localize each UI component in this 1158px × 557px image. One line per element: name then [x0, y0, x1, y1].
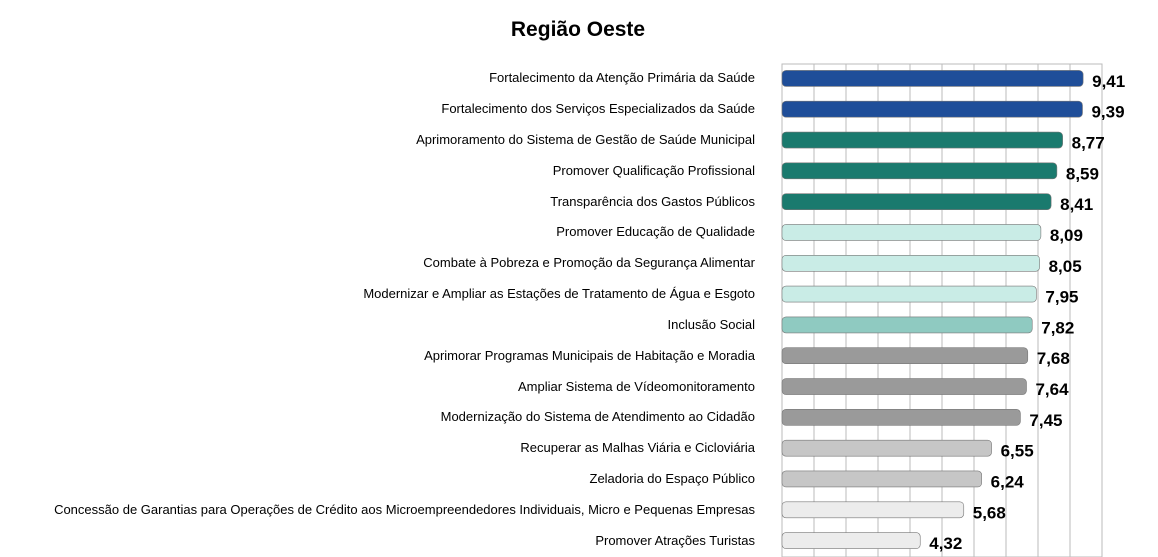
bar: [781, 532, 921, 549]
bar: [781, 470, 982, 488]
category-text: Promover Educação de Qualidade: [556, 224, 755, 240]
category-label: Ampliar Sistema de Vídeomonitoramento: [518, 378, 755, 396]
category-label: Modernizar e Ampliar as Estações de Trat…: [363, 285, 755, 303]
bar: [781, 100, 1083, 118]
value-label: 6,55: [1001, 442, 1034, 461]
bar: [781, 378, 1027, 395]
value-label: 7,95: [1045, 288, 1078, 307]
bar: [781, 162, 1058, 180]
value-label: 8,05: [1049, 257, 1082, 276]
value-label: 4,32: [929, 534, 962, 553]
bar: [781, 347, 1029, 365]
category-text: Aprimorar Programas Municipais de Habita…: [424, 347, 755, 363]
category-text: Recuperar as Malhas Viária e Cicloviária: [520, 440, 755, 456]
category-text: Aprimoramento do Sistema de Gestão de Sa…: [416, 132, 755, 148]
chart-title: Região Oeste: [511, 18, 645, 41]
value-label: 7,68: [1037, 349, 1070, 368]
category-label: Promover Qualificação Profissional: [553, 162, 755, 180]
category-text: Transparência dos Gastos Públicos: [550, 193, 755, 209]
value-label: 7,64: [1035, 380, 1069, 399]
bar: [781, 409, 1021, 426]
category-text: Promover Qualificação Profissional: [552, 162, 755, 178]
value-label: 9,39: [1091, 103, 1124, 122]
value-label: 8,09: [1050, 226, 1083, 245]
category-label: Recuperar as Malhas Viária e Cicloviária: [520, 439, 755, 457]
category-label: Fortalecimento da Atenção Primária da Sa…: [489, 69, 755, 87]
bar: [781, 439, 992, 457]
value-label: 8,77: [1072, 134, 1105, 153]
category-label: Fortalecimento dos Serviços Especializad…: [441, 100, 755, 118]
bar: [781, 193, 1052, 210]
category-label: Combate à Pobreza e Promoção da Seguranç…: [423, 254, 755, 272]
category-text: Ampliar Sistema de Vídeomonitoramento: [517, 378, 755, 394]
value-label: 7,45: [1029, 411, 1062, 430]
value-label: 9,41: [1092, 72, 1125, 91]
value-label: 8,41: [1060, 195, 1093, 214]
category-text: Modernizar e Ampliar as Estações de Trat…: [363, 286, 755, 302]
bar: [781, 501, 965, 519]
value-label: 7,82: [1041, 318, 1074, 337]
value-label: 8,59: [1066, 164, 1099, 183]
category-label: Concessão de Garantias para Operações de…: [54, 501, 755, 519]
category-label: Aprimoramento do Sistema de Gestão de Sa…: [416, 131, 755, 149]
category-text: Modernização do Sistema de Atendimento a…: [440, 409, 755, 425]
category-label: Promover Atrações Turistas: [595, 532, 755, 550]
bar: [781, 285, 1037, 303]
category-text: Fortalecimento dos Serviços Especializad…: [441, 101, 755, 117]
bar: [781, 70, 1084, 87]
category-label: Transparência dos Gastos Públicos: [550, 193, 755, 211]
category-text: Promover Atrações Turistas: [595, 532, 755, 548]
category-label: Aprimorar Programas Municipais de Habita…: [424, 347, 755, 365]
value-label: 6,24: [991, 472, 1025, 491]
category-label: Zeladoria do Espaço Público: [590, 470, 756, 488]
category-text: Combate à Pobreza e Promoção da Seguranç…: [423, 255, 755, 271]
bar: [781, 254, 1040, 272]
category-text: Fortalecimento da Atenção Primária da Sa…: [489, 70, 755, 86]
category-label: Modernização do Sistema de Atendimento a…: [441, 408, 755, 426]
bar: [781, 224, 1042, 241]
value-label: 5,68: [973, 503, 1006, 522]
bar: [781, 316, 1033, 334]
bar: [781, 131, 1063, 149]
category-text: Zeladoria do Espaço Público: [589, 470, 756, 486]
category-text: Inclusão Social: [667, 316, 755, 332]
category-text: Concessão de Garantias para Operações de…: [54, 501, 755, 517]
category-label: Promover Educação de Qualidade: [556, 223, 755, 241]
category-label: Inclusão Social: [668, 316, 755, 334]
